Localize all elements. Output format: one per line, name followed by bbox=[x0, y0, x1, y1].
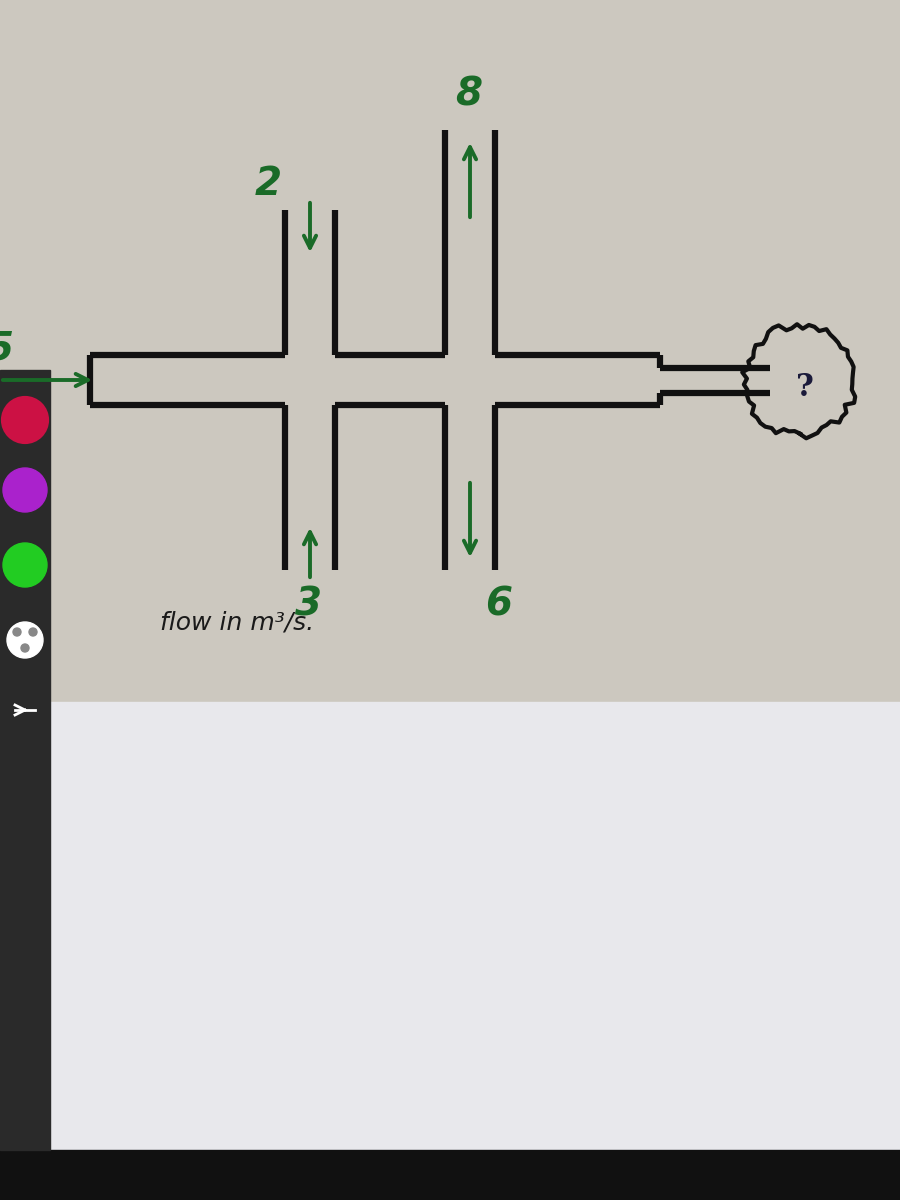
Text: ?: ? bbox=[796, 372, 814, 403]
Text: 3: 3 bbox=[295, 584, 322, 623]
Bar bbox=[0, 1150, 900, 1200]
Circle shape bbox=[13, 628, 21, 636]
Text: 15: 15 bbox=[0, 330, 14, 368]
Circle shape bbox=[3, 468, 47, 512]
Bar bbox=[0, 702, 900, 1200]
Text: 6: 6 bbox=[485, 584, 512, 623]
Bar bbox=[0, 370, 50, 1150]
Circle shape bbox=[21, 644, 29, 652]
Circle shape bbox=[3, 542, 47, 587]
Circle shape bbox=[29, 628, 37, 636]
Circle shape bbox=[7, 622, 43, 658]
Text: flow in m³/s.: flow in m³/s. bbox=[160, 611, 314, 635]
Circle shape bbox=[3, 398, 47, 442]
Text: 8: 8 bbox=[455, 74, 482, 113]
Bar bbox=[0, 0, 900, 702]
Text: 2: 2 bbox=[255, 164, 282, 203]
